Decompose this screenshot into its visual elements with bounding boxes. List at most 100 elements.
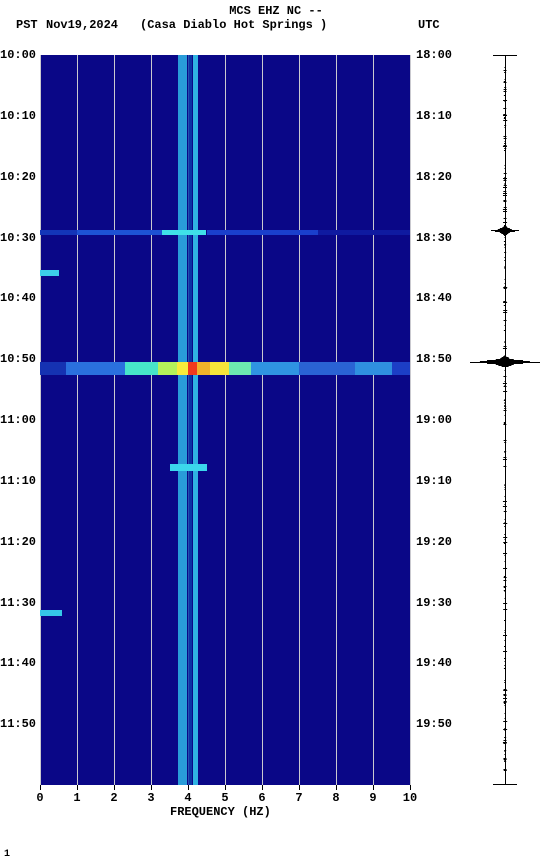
- seismo-noise: [505, 141, 506, 142]
- x-tick-mark: [114, 785, 115, 790]
- gridline: [225, 55, 226, 785]
- seismo-noise: [504, 87, 506, 88]
- event-cell: [162, 230, 206, 234]
- seismo-noise: [505, 598, 506, 599]
- vertical-feature: [193, 55, 199, 785]
- seismo-noise: [504, 496, 505, 497]
- date-label: Nov19,2024: [46, 18, 118, 32]
- seismo-noise: [505, 415, 506, 416]
- seismo-noise: [505, 385, 506, 386]
- seismo-noise: [505, 489, 506, 490]
- seismo-noise: [503, 348, 507, 349]
- seismo-noise: [504, 701, 507, 702]
- seismo-noise: [505, 730, 506, 731]
- gridline: [151, 55, 152, 785]
- seismo-noise: [505, 539, 506, 540]
- event-cell: [207, 230, 318, 234]
- event-cell: [66, 362, 125, 375]
- seismo-noise: [503, 580, 506, 581]
- seismo-noise: [505, 127, 506, 128]
- event-cell: [251, 362, 299, 375]
- seismo-noise: [505, 165, 506, 166]
- seismo-noise: [504, 587, 506, 588]
- seismo-noise: [504, 750, 506, 751]
- y-tick-right: 18:20: [416, 170, 452, 184]
- seismo-noise: [504, 267, 505, 268]
- seismo-noise: [504, 405, 505, 406]
- seismo-noise: [504, 67, 505, 68]
- seismo-noise: [504, 423, 506, 424]
- event-band: [40, 464, 410, 471]
- seismo-noise: [504, 346, 507, 347]
- page-number: 1: [4, 849, 10, 860]
- seismo-noise: [504, 511, 507, 512]
- seismo-burst: [503, 366, 508, 367]
- seismo-noise: [504, 640, 505, 641]
- seismo-noise: [504, 125, 506, 126]
- y-tick-left: 11:00: [0, 413, 36, 427]
- y-tick-right: 18:10: [416, 109, 452, 123]
- seismo-noise: [504, 70, 507, 71]
- seismo-noise: [504, 442, 506, 443]
- seismo-noise: [503, 114, 506, 115]
- seismo-noise: [504, 287, 507, 288]
- seismo-noise: [504, 620, 506, 621]
- seismo-noise: [503, 694, 506, 695]
- seismo-noise: [504, 759, 505, 760]
- seismo-noise: [504, 330, 506, 331]
- y-tick-left: 10:50: [0, 352, 36, 366]
- seismo-noise: [503, 501, 507, 502]
- gridline: [410, 55, 411, 785]
- gridline: [373, 55, 374, 785]
- site-label: (Casa Diablo Hot Springs ): [140, 18, 327, 32]
- seismo-noise: [505, 381, 506, 382]
- y-tick-left: 10:30: [0, 231, 36, 245]
- y-tick-left: 10:40: [0, 291, 36, 305]
- seismo-noise: [503, 523, 507, 524]
- seismo-noise: [503, 146, 507, 147]
- seismo-noise: [505, 591, 506, 592]
- seismo-noise: [504, 534, 505, 535]
- seismo-noise: [504, 91, 507, 92]
- event-cell: [229, 362, 251, 375]
- seismo-noise: [505, 120, 506, 121]
- x-tick: 2: [110, 791, 117, 805]
- event-cell: [210, 362, 229, 375]
- x-tick-mark: [151, 785, 152, 790]
- y-tick-right: 19:20: [416, 535, 452, 549]
- seismo-cap-bottom: [493, 784, 517, 785]
- seismo-noise: [505, 95, 506, 96]
- x-tick: 8: [332, 791, 339, 805]
- seismo-noise: [504, 689, 507, 690]
- seismo-burst: [504, 235, 506, 236]
- seismo-noise: [504, 440, 507, 441]
- seismo-noise: [503, 553, 507, 554]
- seismo-noise: [504, 173, 507, 174]
- event-cell: [40, 270, 59, 276]
- x-tick-mark: [373, 785, 374, 790]
- spectrogram-plot: [40, 55, 410, 785]
- seismo-noise: [503, 466, 506, 467]
- seismo-noise: [504, 148, 506, 149]
- seismo-noise: [504, 89, 507, 90]
- x-tick: 7: [295, 791, 302, 805]
- seismo-noise: [504, 770, 507, 771]
- gridline: [262, 55, 263, 785]
- seismo-noise: [505, 718, 506, 719]
- seismo-noise: [505, 561, 506, 562]
- seismo-noise: [504, 201, 506, 202]
- seismo-noise: [504, 342, 505, 343]
- y-tick-right: 19:40: [416, 656, 452, 670]
- seismo-noise: [505, 279, 506, 280]
- x-tick-mark: [225, 785, 226, 790]
- seismo-noise: [505, 632, 506, 633]
- seismo-noise: [504, 646, 506, 647]
- seismo-noise: [504, 737, 506, 738]
- gridline: [299, 55, 300, 785]
- seismo-noise: [504, 252, 506, 253]
- seismo-noise: [504, 543, 506, 544]
- seismo-noise: [505, 101, 506, 102]
- seismo-noise: [504, 305, 506, 306]
- seismo-noise: [504, 241, 506, 242]
- seismo-noise: [505, 519, 506, 520]
